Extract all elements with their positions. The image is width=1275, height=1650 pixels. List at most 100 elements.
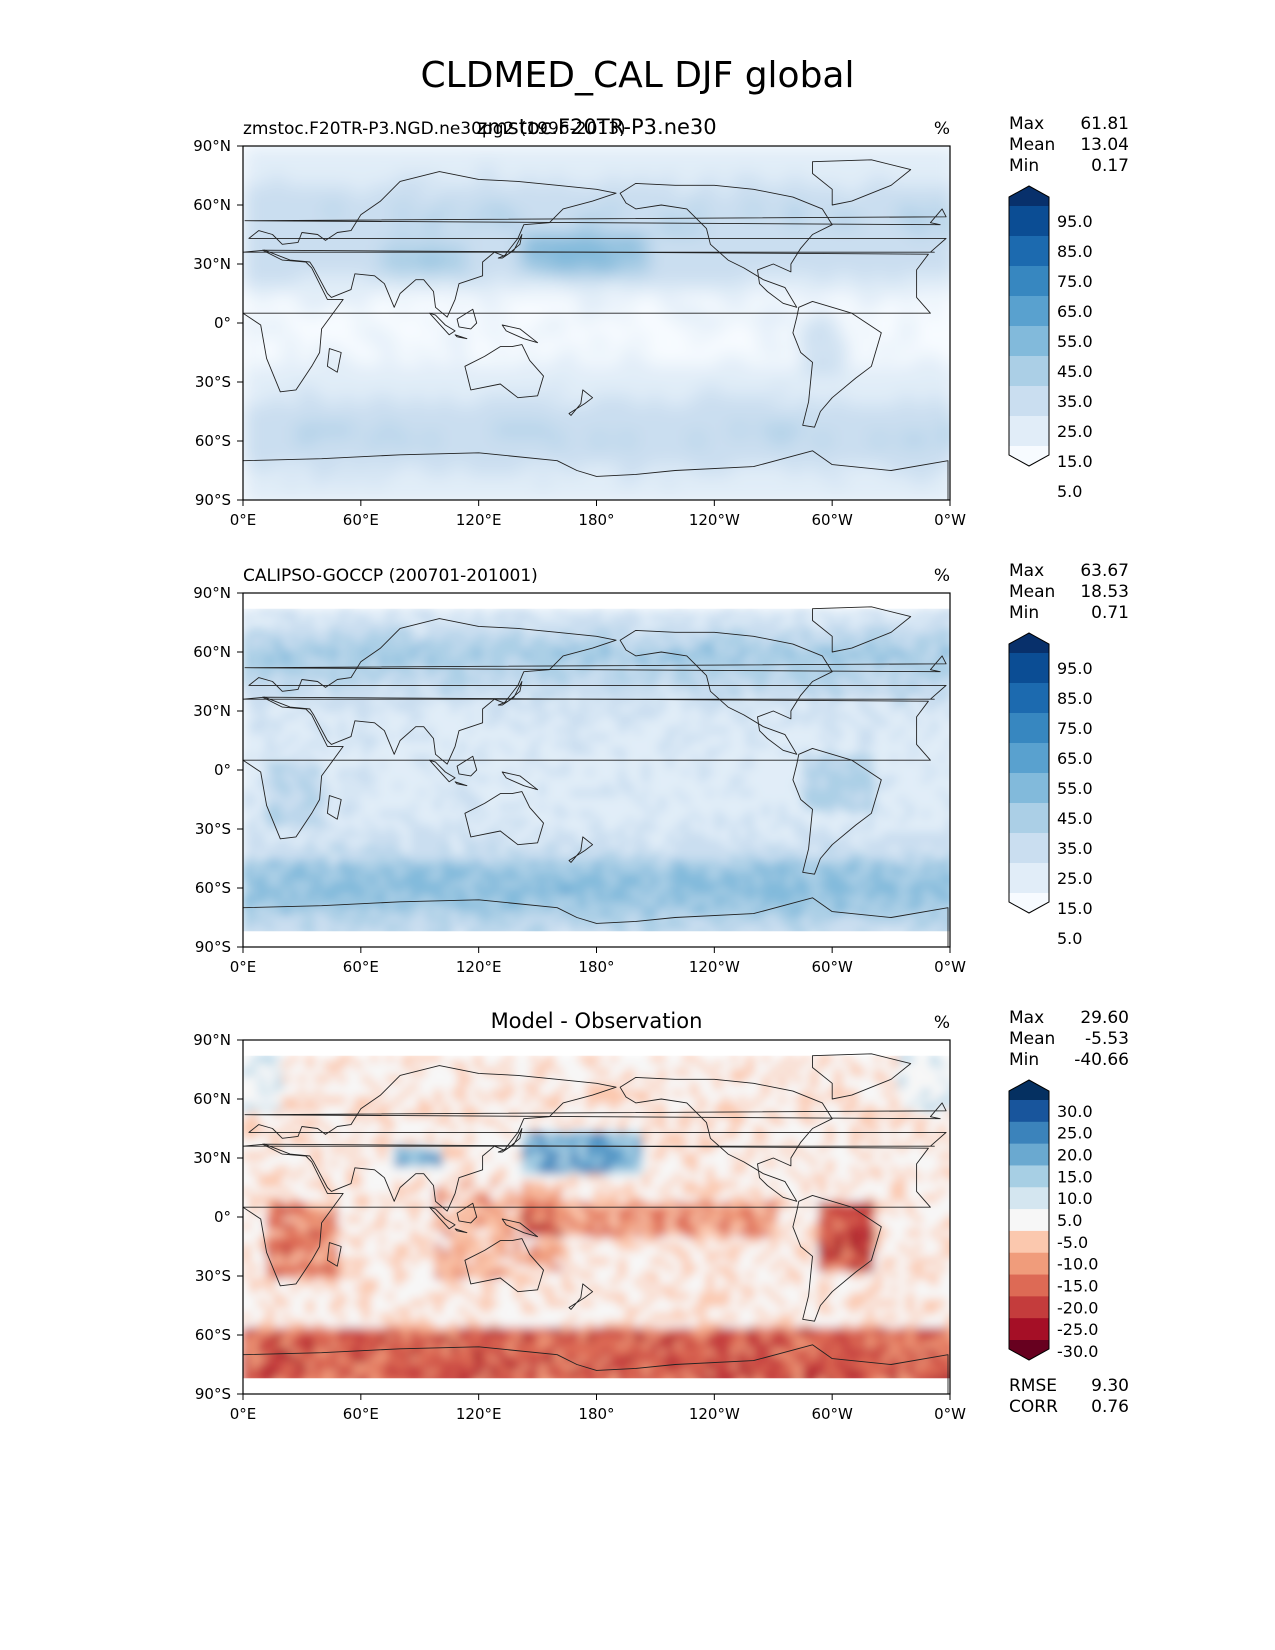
coastline-13 [244,208,947,226]
x-tick-label: 120°W [689,1405,740,1423]
colorbar-tick-label: -15.0 [1057,1276,1098,1295]
panel-center-title: zmstoc.F20TR-P3.ne30 [476,115,716,139]
colorbar-tick-label: 5.0 [1057,929,1082,948]
colorbar-tick-label: 45.0 [1057,809,1093,828]
stat-value: 18.53 [1080,582,1129,602]
colorbar-outline [1008,185,1050,467]
coastline-7 [497,681,523,706]
map-no-data-north [243,1040,950,1056]
panel-units: % [934,119,950,139]
colorbar-bin [1009,1318,1049,1341]
x-tick-label: 0°E [230,511,257,529]
coastline-6 [243,897,949,947]
coastline-13 [244,655,947,673]
stat-label: Min [1009,156,1039,176]
map-field-difference [243,1040,950,1394]
colorbar-tick-label: 5.0 [1057,482,1082,501]
panel-center-title: Model - Observation [491,1009,703,1033]
colorbar-tick-label: 10.0 [1057,1189,1093,1208]
colorbar-tick-label: -10.0 [1057,1255,1098,1274]
y-tick-label: 30°N [193,255,231,273]
colorbar-bin [1009,296,1049,327]
stat-value: 0.76 [1091,1397,1129,1417]
y-tick-label: 90°S [195,491,231,509]
colorbar-bin [1009,356,1049,387]
colorbar-outline [1008,632,1050,914]
colorbar-outline [1008,1079,1050,1361]
y-tick-label: 0° [214,1208,231,1226]
colorbar-bin [1009,236,1049,267]
coastline-4 [792,300,882,428]
x-tick-label: 120°W [689,511,740,529]
coastline-12 [568,389,594,416]
panel-left-title: CALIPSO-GOCCP (200701-201001) [243,566,538,586]
colorbar-bin [1009,386,1049,417]
coastline-4 [792,747,882,875]
stat-label: Mean [1009,1029,1055,1049]
map-field-test [243,146,950,500]
colorbar-tick-label: 75.0 [1057,719,1093,738]
stat-value: 0.17 [1091,156,1129,176]
coastline-6 [243,450,949,500]
coastline-9 [454,1228,468,1234]
colorbar: 95.0 85.0 75.0 65.0 55.0 45.0 35.0 25.0 15.0 5.0 [1008,185,1093,501]
map-no-data-south [243,931,950,947]
y-tick-label: 30°S [195,1267,231,1285]
y-tick-label: 30°N [193,702,231,720]
panel-reference: 0°E 60°E 120°E 180° 120°W 60°W 0°W 90°N 60°N 30°N… [193,561,1129,976]
colorbar-bin [1009,773,1049,804]
coastlines [243,159,949,500]
colorbar-tick-label: 55.0 [1057,779,1093,798]
coastline-10 [456,1202,478,1224]
x-tick-label: 180° [578,1405,614,1423]
x-tick-label: 60°W [811,511,853,529]
colorbar-tick-label: 5.0 [1057,1211,1082,1230]
coastline-9 [454,334,468,340]
colorbar-bin [1009,206,1049,237]
coastline-5 [812,1053,912,1100]
coastline-7 [497,234,523,259]
figure-title: CLDMED_CAL DJF global [420,55,855,96]
map-field-cells [243,1054,950,1386]
colorbar-extend-bottom [1009,446,1049,466]
colorbar-bin [1009,1143,1049,1166]
coastline-2 [464,791,544,846]
colorbar-bin [1009,1100,1049,1123]
coastline-5 [812,606,912,653]
stat-label: Min [1009,1050,1039,1070]
coastlines [243,606,949,947]
x-tick-label: 120°E [456,1405,502,1423]
coastline-8 [429,312,456,336]
colorbar-tick-label: -30.0 [1057,1342,1098,1361]
coastline-10 [456,755,478,777]
panel-units: % [934,566,950,586]
x-tick-label: 0°W [934,958,966,976]
colorbar-tick-label: 85.0 [1057,689,1093,708]
x-tick-label: 120°W [689,958,740,976]
coastline-6 [243,1344,949,1394]
coastline-12 [568,836,594,863]
colorbar-extend-top [1009,633,1049,653]
colorbar-tick-label: 55.0 [1057,332,1093,351]
colorbar-tick-label: 65.0 [1057,302,1093,321]
coastline-1 [243,249,931,393]
colorbar-tick-label: 35.0 [1057,839,1093,858]
stat-value: 29.60 [1080,1008,1129,1028]
x-tick-label: 60°W [811,958,853,976]
map-no-data-south [243,1378,950,1394]
y-tick-label: 90°S [195,938,231,956]
colorbar-extend-top [1009,1080,1049,1100]
coastline-7 [497,1128,523,1153]
colorbar-bin [1009,1230,1049,1254]
colorbar-bin [1009,653,1049,684]
coastline-1 [243,1143,931,1287]
colorbar-bin [1009,1121,1049,1145]
colorbar-bin [1009,743,1049,774]
coastline-11 [501,771,539,791]
coastline-14 [326,348,342,373]
stat-value: 61.81 [1080,114,1129,134]
y-tick-label: 90°N [193,584,231,602]
x-tick-label: 60°W [811,1405,853,1423]
x-tick-label: 180° [578,511,614,529]
